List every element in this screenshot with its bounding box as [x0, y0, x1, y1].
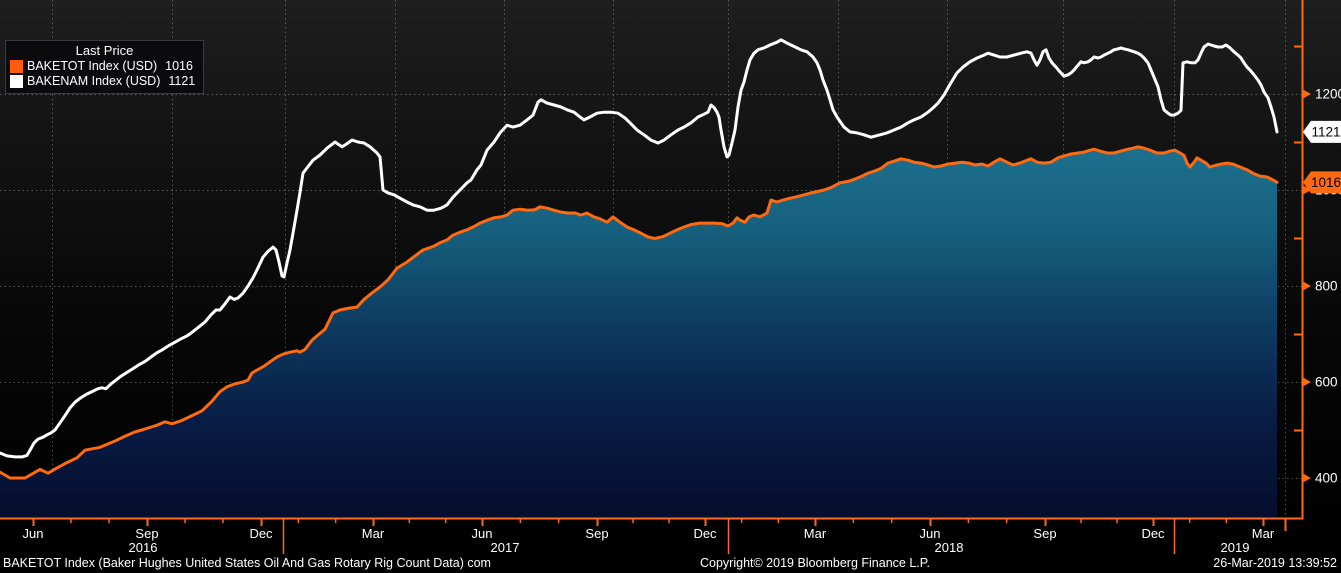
footer-source-text: BAKETOT Index (Baker Hughes United State…	[3, 556, 491, 570]
price-tags-layer: 1121 1016	[1303, 120, 1341, 194]
x-year-label: 2018	[935, 540, 964, 555]
y-tick-arrow-icon	[1302, 377, 1311, 387]
x-month-label: Jun	[472, 526, 493, 541]
bakenam-swatch-icon	[10, 75, 23, 88]
footer-copyright: Copyright© 2019 Bloomberg Finance L.P.	[700, 556, 930, 570]
x-month-label: Mar	[362, 526, 385, 541]
y-axis-label: 600	[1315, 375, 1338, 390]
y-axis-label: 400	[1315, 471, 1338, 486]
legend-value-bakenam: 1121	[168, 74, 196, 88]
x-month-label: Jun	[23, 526, 44, 541]
axis-labels-layer: 40060080010001200JunSepDecMarJunSepDecMa…	[23, 87, 1341, 556]
x-year-label: 2019	[1221, 540, 1250, 555]
legend-box: Last Price BAKETOT Index (USD) 1016 BAKE…	[5, 40, 204, 94]
bakenam-line	[0, 38, 1279, 459]
x-month-label: Sep	[585, 526, 608, 541]
x-month-label: Dec	[1141, 526, 1165, 541]
footer-timestamp: 26-Mar-2019 13:39:52	[1213, 556, 1337, 570]
y-axis-label: 1200	[1315, 87, 1341, 102]
baketot-area	[0, 146, 1277, 518]
last-price-tag-baketot-value: 1016	[1311, 175, 1341, 190]
legend-label-baketot: BAKETOT Index (USD)	[27, 59, 158, 73]
y-tick-arrow-icon	[1302, 281, 1311, 291]
y-axis-label: 800	[1315, 279, 1338, 294]
footer-bar: BAKETOT Index (Baker Hughes United State…	[0, 554, 1341, 573]
x-month-label: Sep	[135, 526, 158, 541]
y-tick-arrow-icon	[1302, 89, 1311, 99]
y-tick-arrow-icon	[1302, 473, 1311, 483]
x-month-label: Jun	[920, 526, 941, 541]
area-fill-layer	[0, 146, 1277, 518]
last-price-tag-bakenam	[1303, 120, 1341, 143]
x-month-label: Mar	[804, 526, 827, 541]
series-lines-layer	[0, 38, 1279, 480]
x-month-label: Sep	[1033, 526, 1056, 541]
axes-layer	[0, 0, 1311, 556]
last-price-tag-bakenam-value: 1121	[1311, 124, 1340, 139]
x-year-label: 2017	[491, 540, 520, 555]
legend-row-bakenam[interactable]: BAKENAM Index (USD) 1121	[6, 74, 203, 89]
x-month-label: Dec	[693, 526, 717, 541]
legend-title: Last Price	[75, 43, 134, 58]
baketot-swatch-icon	[10, 60, 23, 73]
last-price-tag-baketot	[1303, 171, 1341, 194]
baketot-line	[0, 145, 1279, 480]
legend-value-baketot: 1016	[165, 59, 193, 73]
y-tick-arrow-icon	[1302, 185, 1311, 195]
x-month-label: Dec	[249, 526, 273, 541]
legend-label-bakenam: BAKENAM Index (USD)	[27, 74, 161, 88]
x-year-label: 2016	[129, 540, 158, 555]
x-month-label: Mar	[1252, 526, 1275, 541]
legend-row-baketot[interactable]: BAKETOT Index (USD) 1016	[6, 59, 203, 74]
